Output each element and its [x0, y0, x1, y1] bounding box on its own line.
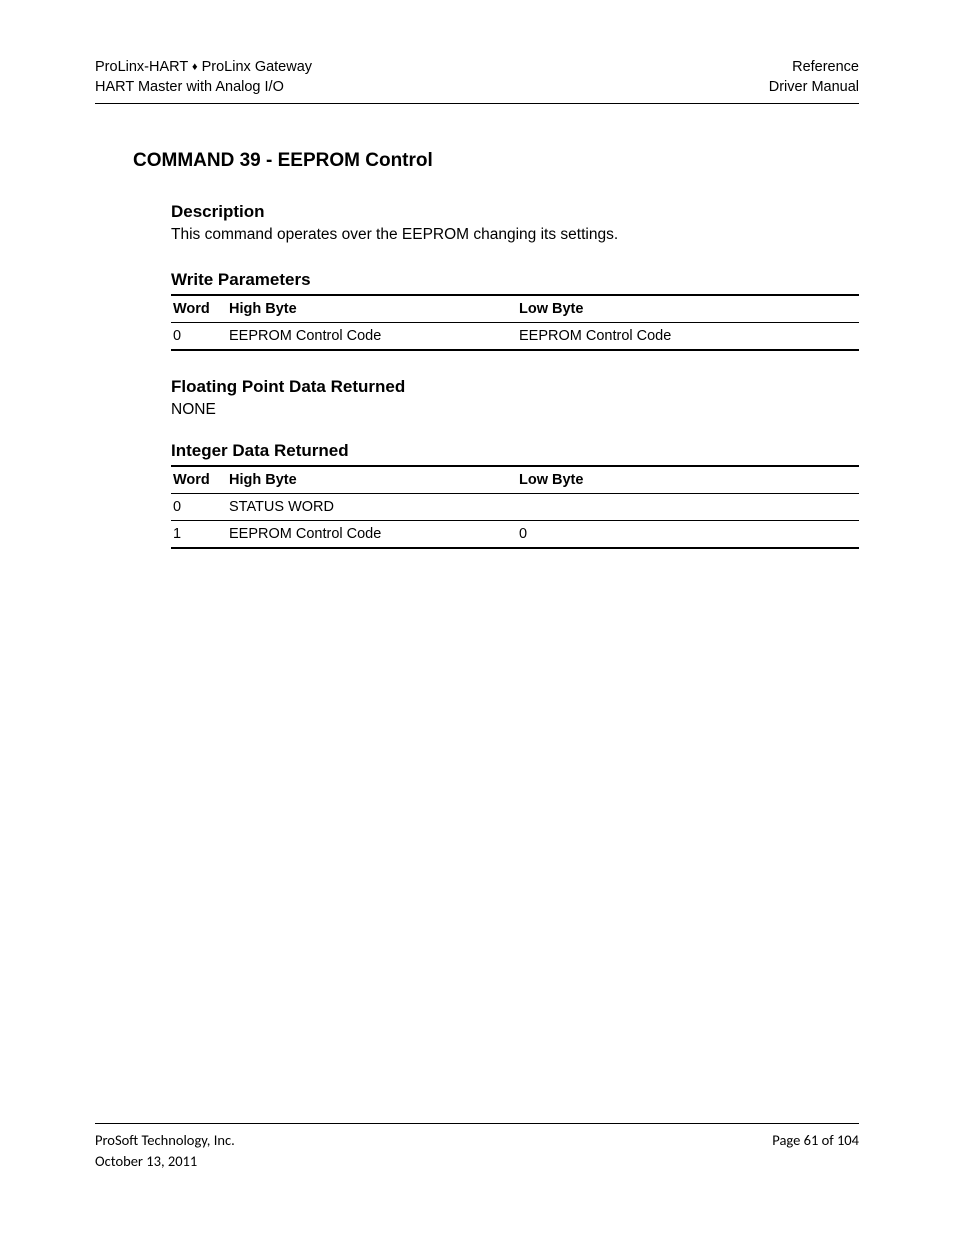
footer-date: October 13, 2011	[95, 1151, 235, 1171]
section-description: Description This command operates over t…	[133, 202, 859, 549]
cell-word: 1	[171, 521, 227, 549]
cell-word: 0	[171, 494, 227, 521]
cell-high: EEPROM Control Code	[227, 323, 517, 351]
cell-low: EEPROM Control Code	[517, 323, 859, 351]
cell-low: 0	[517, 521, 859, 549]
table-row: 0 STATUS WORD	[171, 494, 859, 521]
header-right: Reference Driver Manual	[769, 58, 859, 97]
col-low-byte: Low Byte	[517, 295, 859, 323]
footer-rule	[95, 1123, 859, 1124]
col-low-byte: Low Byte	[517, 466, 859, 494]
description-heading: Description	[171, 202, 859, 222]
page: ProLinx-HART ♦ ProLinx Gateway HART Mast…	[0, 0, 954, 1235]
col-word: Word	[171, 466, 227, 494]
table-row: 0 EEPROM Control Code EEPROM Control Cod…	[171, 323, 859, 351]
write-params-heading: Write Parameters	[171, 270, 859, 290]
int-data-table: Word High Byte Low Byte 0 STATUS WORD 1 …	[171, 465, 859, 549]
footer-right: Page 61 of 104	[772, 1130, 859, 1171]
description-text: This command operates over the EEPROM ch…	[171, 226, 859, 244]
cell-word: 0	[171, 323, 227, 351]
content: COMMAND 39 - EEPROM Control Description …	[95, 104, 859, 549]
cell-low	[517, 494, 859, 521]
col-word: Word	[171, 295, 227, 323]
table-header-row: Word High Byte Low Byte	[171, 466, 859, 494]
write-params-table: Word High Byte Low Byte 0 EEPROM Control…	[171, 294, 859, 351]
table-row: 1 EEPROM Control Code 0	[171, 521, 859, 549]
col-high-byte: High Byte	[227, 466, 517, 494]
cell-high: EEPROM Control Code	[227, 521, 517, 549]
page-footer: ProSoft Technology, Inc. October 13, 201…	[95, 1123, 859, 1171]
header-product: ProLinx-HART	[95, 59, 192, 75]
header-right-line2: Driver Manual	[769, 78, 859, 98]
float-data-heading: Floating Point Data Returned	[171, 377, 859, 397]
col-high-byte: High Byte	[227, 295, 517, 323]
table-header-row: Word High Byte Low Byte	[171, 295, 859, 323]
int-data-heading: Integer Data Returned	[171, 441, 859, 461]
float-data-text: NONE	[171, 401, 859, 419]
footer-page-number: Page 61 of 104	[772, 1130, 859, 1150]
footer-left: ProSoft Technology, Inc. October 13, 201…	[95, 1130, 235, 1171]
header-left: ProLinx-HART ♦ ProLinx Gateway HART Mast…	[95, 58, 312, 97]
page-header: ProLinx-HART ♦ ProLinx Gateway HART Mast…	[95, 58, 859, 97]
header-gateway: ProLinx Gateway	[198, 59, 312, 75]
header-left-line2: HART Master with Analog I/O	[95, 78, 312, 98]
footer-company: ProSoft Technology, Inc.	[95, 1130, 235, 1150]
header-right-line1: Reference	[769, 58, 859, 78]
command-title: COMMAND 39 - EEPROM Control	[133, 150, 859, 172]
cell-high: STATUS WORD	[227, 494, 517, 521]
header-left-line1: ProLinx-HART ♦ ProLinx Gateway	[95, 58, 312, 78]
footer-row: ProSoft Technology, Inc. October 13, 201…	[95, 1130, 859, 1171]
